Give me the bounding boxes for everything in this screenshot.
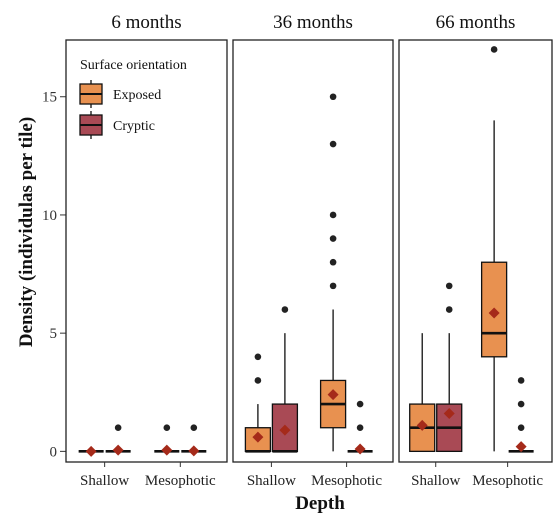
panel-6-months xyxy=(65,39,228,463)
outlier-6-months-mesophotic-cryptic-0 xyxy=(190,424,198,432)
mean-marker-66-months-mesophotic-exposed xyxy=(488,307,500,319)
outlier-6-months-shallow-cryptic-0 xyxy=(114,424,122,432)
mean-marker-6-months-shallow-cryptic xyxy=(112,444,124,456)
outlier-36-months-mesophotic-cryptic-0 xyxy=(356,424,364,432)
x-tick-label-6-months-shallow: Shallow xyxy=(80,473,129,489)
mean-marker-6-months-shallow-exposed xyxy=(85,445,97,457)
panel-66-months xyxy=(398,39,553,463)
outlier-66-months-shallow-cryptic-1 xyxy=(445,282,453,290)
y-tick-label-15: 15 xyxy=(42,90,57,106)
outlier-6-months-mesophotic-exposed-0 xyxy=(163,424,171,432)
mean-marker-36-months-mesophotic-cryptic xyxy=(354,443,366,455)
outlier-36-months-mesophotic-exposed-2 xyxy=(329,235,337,242)
mean-marker-66-months-shallow-cryptic xyxy=(443,408,455,420)
x-tick-label-66-months-shallow: Shallow xyxy=(411,473,460,489)
mean-marker-6-months-mesophotic-cryptic xyxy=(188,445,200,457)
outlier-36-months-shallow-exposed-1 xyxy=(254,353,262,361)
mean-marker-36-months-shallow-cryptic xyxy=(279,424,291,436)
mean-marker-66-months-mesophotic-cryptic xyxy=(515,441,527,453)
x-tick-label-66-months-mesophotic: Mesophotic xyxy=(472,473,543,489)
legend-title: Surface orientation xyxy=(80,58,187,73)
outlier-36-months-shallow-exposed-0 xyxy=(254,377,262,384)
legend-label-exposed: Exposed xyxy=(113,88,161,103)
facet-title-36-months: 36 months xyxy=(273,12,353,33)
outlier-36-months-mesophotic-exposed-5 xyxy=(329,93,337,101)
outlier-36-months-mesophotic-exposed-4 xyxy=(329,140,337,148)
outlier-66-months-mesophotic-cryptic-1 xyxy=(517,400,525,408)
panel-36-months xyxy=(232,39,394,463)
facet-title-66-months: 66 months xyxy=(436,12,516,33)
mean-marker-6-months-mesophotic-exposed xyxy=(161,444,173,456)
mean-marker-66-months-shallow-exposed xyxy=(416,419,428,431)
x-axis-label: Depth xyxy=(295,493,345,514)
mean-marker-36-months-mesophotic-exposed xyxy=(327,389,339,401)
y-tick-label-10: 10 xyxy=(42,208,57,224)
facet-title-6-months: 6 months xyxy=(111,12,181,33)
mean-marker-36-months-shallow-exposed xyxy=(252,431,264,443)
y-tick-label-0: 0 xyxy=(50,444,58,460)
outlier-36-months-mesophotic-cryptic-1 xyxy=(356,400,364,408)
outlier-36-months-mesophotic-exposed-0 xyxy=(329,282,337,290)
facets-layer: 0 5 10 15 6 months Shallow Mesophotic 36 months… xyxy=(42,12,553,489)
x-tick-label-36-months-shallow: Shallow xyxy=(247,473,296,489)
x-tick-label-6-months-mesophotic: Mesophotic xyxy=(145,473,216,489)
y-axis-label: Density (individulas per tile) xyxy=(16,117,37,347)
outlier-66-months-mesophotic-cryptic-2 xyxy=(517,377,525,384)
box-36-months-shallow-cryptic xyxy=(271,403,299,453)
outlier-36-months-mesophotic-exposed-3 xyxy=(329,211,337,219)
outlier-36-months-mesophotic-exposed-1 xyxy=(329,258,337,266)
outlier-66-months-mesophotic-exposed-0 xyxy=(490,46,498,53)
outlier-66-months-shallow-cryptic-0 xyxy=(445,306,453,313)
outlier-36-months-shallow-cryptic-0 xyxy=(281,306,289,313)
legend: Surface orientation Exposed Cryptic xyxy=(79,58,187,139)
x-tick-label-36-months-mesophotic: Mesophotic xyxy=(311,473,382,489)
y-tick-label-5: 5 xyxy=(50,326,58,342)
legend-label-cryptic: Cryptic xyxy=(113,119,155,134)
outlier-66-months-mesophotic-cryptic-0 xyxy=(517,424,525,432)
